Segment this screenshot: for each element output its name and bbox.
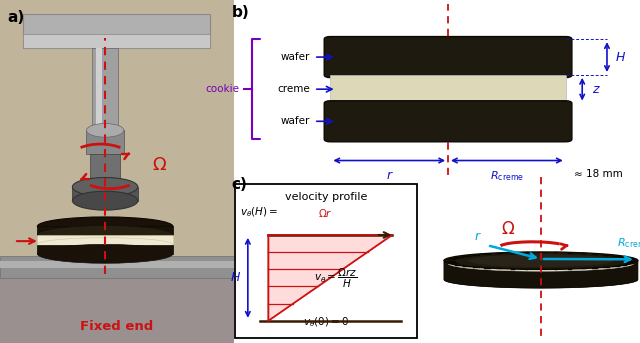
Ellipse shape: [37, 244, 173, 263]
Bar: [86, 130, 124, 154]
Ellipse shape: [444, 254, 638, 271]
Text: Fixed end: Fixed end: [80, 320, 154, 333]
Text: $\Omega r$: $\Omega r$: [318, 207, 333, 218]
Text: b): b): [231, 5, 249, 20]
FancyBboxPatch shape: [324, 101, 572, 142]
Ellipse shape: [468, 255, 614, 267]
Bar: [23, 14, 210, 48]
Ellipse shape: [86, 123, 124, 137]
Bar: [37, 226, 173, 235]
Ellipse shape: [37, 226, 173, 244]
Ellipse shape: [444, 252, 638, 269]
Bar: [236, 184, 417, 338]
Text: H: H: [615, 50, 625, 63]
Text: H: H: [230, 271, 239, 284]
Text: z: z: [593, 83, 599, 96]
Ellipse shape: [37, 238, 173, 251]
Bar: [90, 154, 120, 185]
Text: r: r: [387, 169, 392, 182]
Text: $\Omega$: $\Omega$: [152, 156, 167, 174]
FancyBboxPatch shape: [324, 37, 572, 78]
Bar: [37, 235, 173, 245]
Bar: [92, 48, 118, 130]
Bar: [96, 48, 102, 130]
Text: $R_\mathrm{creme}$: $R_\mathrm{creme}$: [617, 237, 640, 250]
Text: r: r: [474, 230, 479, 243]
Text: wafer: wafer: [280, 116, 310, 126]
Ellipse shape: [72, 178, 138, 196]
Bar: [37, 245, 173, 254]
Ellipse shape: [37, 217, 173, 236]
Bar: [23, 34, 210, 48]
Text: cookie: cookie: [205, 84, 239, 94]
Bar: [330, 75, 566, 104]
Ellipse shape: [72, 191, 138, 210]
Bar: [0, 256, 234, 278]
Ellipse shape: [444, 257, 638, 274]
Ellipse shape: [444, 264, 638, 281]
Ellipse shape: [444, 271, 638, 288]
Text: $R_\mathrm{creme}$: $R_\mathrm{creme}$: [490, 169, 524, 183]
Ellipse shape: [444, 268, 638, 285]
Polygon shape: [444, 262, 638, 288]
Bar: [0, 261, 234, 268]
Polygon shape: [448, 261, 634, 271]
Bar: [0, 268, 234, 343]
Bar: [72, 187, 138, 201]
Ellipse shape: [444, 261, 638, 278]
Text: creme: creme: [277, 84, 310, 94]
Text: a): a): [7, 10, 24, 25]
Text: wafer: wafer: [280, 52, 310, 62]
Text: velocity profile: velocity profile: [285, 192, 367, 202]
Polygon shape: [269, 235, 392, 321]
Text: $v_\theta(0) = 0$: $v_\theta(0) = 0$: [303, 316, 349, 329]
Text: ≈ 18 mm: ≈ 18 mm: [574, 169, 623, 179]
Text: $v_\theta = \dfrac{\Omega rz}{H}$: $v_\theta = \dfrac{\Omega rz}{H}$: [314, 267, 357, 289]
Text: $v_\theta(H) = $: $v_\theta(H) = $: [239, 206, 278, 220]
Text: c): c): [231, 177, 247, 192]
Text: $\Omega$: $\Omega$: [501, 220, 515, 237]
